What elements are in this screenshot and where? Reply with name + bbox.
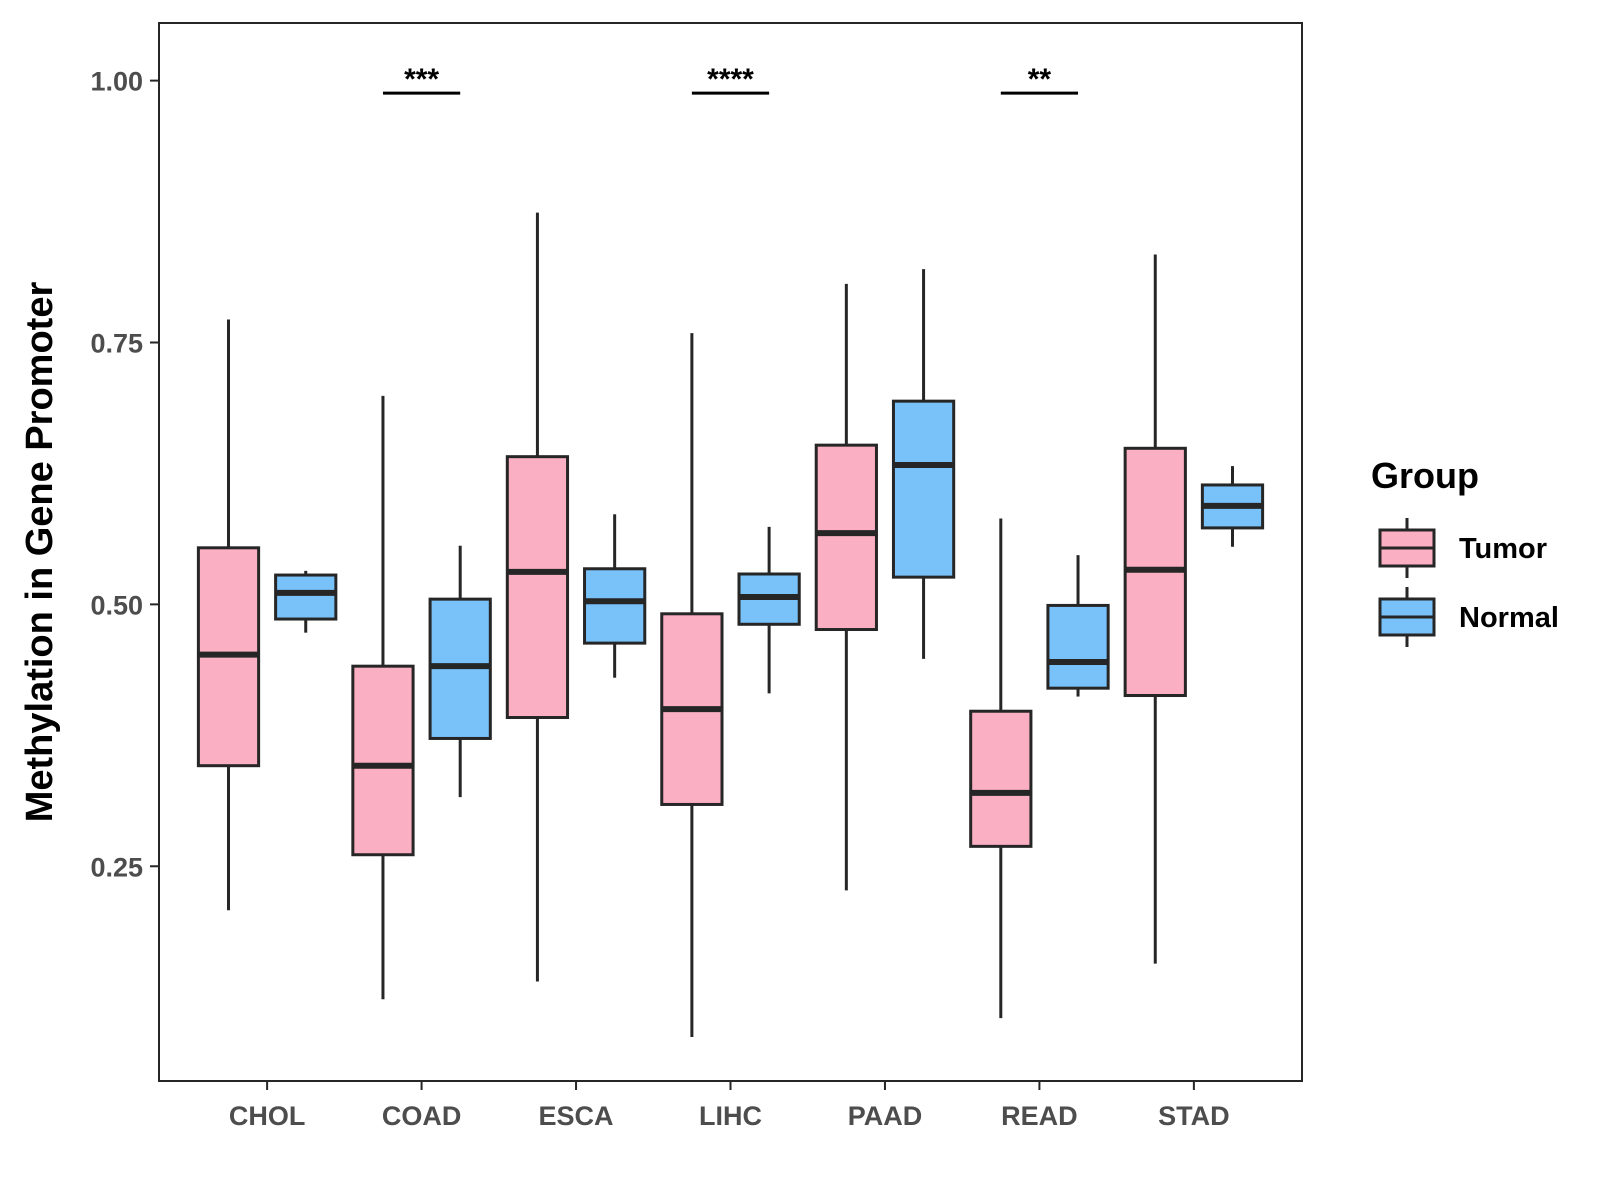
box-body [891,399,956,579]
box-tumor-paad [814,283,878,891]
significance-label: *** [404,63,439,96]
box-body [814,443,878,632]
box-body [969,709,1033,848]
legend-key-tumor [1378,518,1436,578]
box-body [1046,603,1110,690]
box-body [351,664,415,857]
box-body [583,567,647,645]
legend-key-normal [1378,587,1436,647]
significance-label: **** [707,63,754,96]
box-tumor-esca [505,212,570,982]
legend-label-normal: Normal [1459,602,1559,634]
box-normal-esca [583,514,647,678]
box-body [505,455,570,720]
box-tumor-chol [196,319,261,911]
x-tick-label: READ [1001,1101,1078,1131]
x-tick-label: ESCA [539,1101,614,1131]
box-tumor-read [969,518,1033,1019]
box-normal-coad [428,545,492,798]
y-tick-label: 0.75 [90,328,143,358]
y-tick-label: 0.25 [90,852,143,882]
box-tumor-stad [1123,254,1187,964]
box-normal-stad [1200,466,1265,547]
legend-title: Group [1371,455,1479,496]
box-normal-lihc [737,526,801,694]
legend-label-tumor: Tumor [1459,533,1547,565]
plot-area: 0.25 0.50 0.75 1.00 CHOL COAD ESCA LIHC PAAD READ… [90,22,1303,1131]
x-tick-label: CHOL [229,1101,306,1131]
x-tick-label: COAD [382,1101,462,1131]
x-tick-label: PAAD [848,1101,923,1131]
box-normal-paad [891,269,956,659]
y-axis-label: Methylation in Gene Promoter [19,282,61,823]
y-tick-label: 0.50 [90,590,143,620]
box-tumor-coad [351,395,415,1000]
box-normal-read [1046,555,1110,697]
x-tick-label: STAD [1158,1101,1230,1131]
box-body [274,573,338,621]
x-tick-label: LIHC [699,1101,762,1131]
significance-label: ** [1028,63,1052,96]
box-tumor-lihc [660,333,724,1038]
legend: Group Tumor Normal [1371,455,1559,647]
y-tick-label: 1.00 [90,67,143,97]
box-normal-chol [274,570,338,633]
